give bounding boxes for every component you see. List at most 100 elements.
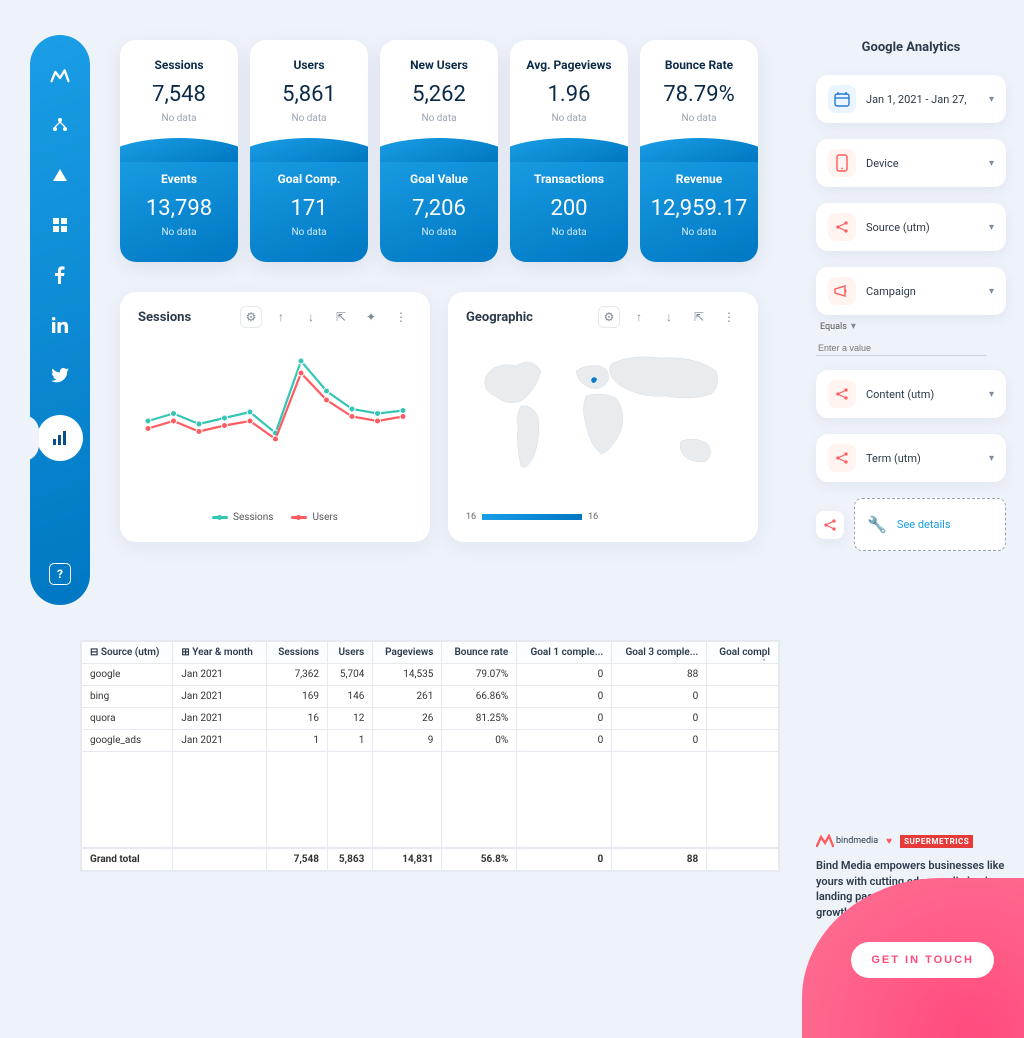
table-header[interactable]: Sessions xyxy=(266,642,327,664)
table-cell: 88 xyxy=(612,664,707,686)
arrow-down-icon[interactable]: ↓ xyxy=(658,306,680,328)
table-cell: Jan 2021 xyxy=(173,686,267,708)
table-cell xyxy=(707,664,779,686)
arrow-down-icon[interactable]: ↓ xyxy=(300,306,322,328)
gear-icon[interactable]: ⚙ xyxy=(240,306,262,328)
chevron-down-icon[interactable]: ▾ xyxy=(989,453,994,464)
chevron-down-icon[interactable]: ▾ xyxy=(989,158,994,169)
nav-hierarchy-icon[interactable] xyxy=(50,115,70,135)
table-cell: 261 xyxy=(373,686,442,708)
promo-logos: bindmedia ♥ SUPERMETRICS xyxy=(816,834,1006,848)
table-cell: 79.07% xyxy=(442,664,517,686)
metric-title: Avg. Pageviews xyxy=(516,58,622,72)
help-button[interactable]: ? xyxy=(49,563,71,585)
table-header[interactable]: ⊞ Year & month xyxy=(173,642,267,664)
table-cell: 7,362 xyxy=(266,664,327,686)
table-cell: 81.25% xyxy=(442,708,517,730)
arrow-up-icon[interactable]: ↑ xyxy=(270,306,292,328)
metric-bottom: Goal Value 7,206 No data xyxy=(380,148,498,262)
filter-card[interactable]: Source (utm) ▾ xyxy=(816,203,1006,251)
legend-item: Users xyxy=(291,512,338,523)
table-cell: 0 xyxy=(612,708,707,730)
table-cell: 66.86% xyxy=(442,686,517,708)
world-map xyxy=(466,336,741,506)
legend-swatch xyxy=(291,516,307,519)
metric-title: Goal Value xyxy=(386,172,492,186)
see-details-link[interactable]: See details xyxy=(897,518,951,531)
equals-input[interactable] xyxy=(816,341,986,356)
filter-card[interactable]: Jan 1, 2021 - Jan 27, ▾ xyxy=(816,75,1006,123)
nav-arch-icon[interactable] xyxy=(50,165,70,185)
chevron-down-icon[interactable]: ▾ xyxy=(989,286,994,297)
table-cell: 0 xyxy=(612,730,707,752)
table-header[interactable]: Goal 1 comple... xyxy=(517,642,612,664)
chevron-down-icon[interactable]: ▾ xyxy=(989,94,994,105)
metric-sub: No data xyxy=(516,113,622,124)
kebab-icon[interactable]: ⋮ xyxy=(718,306,740,328)
nav-grid-icon[interactable] xyxy=(50,215,70,235)
metric-value: 13,798 xyxy=(126,196,232,221)
table-header[interactable]: Bounce rate xyxy=(442,642,517,664)
table-header[interactable]: Users xyxy=(328,642,373,664)
sparkle-icon[interactable]: ✦ xyxy=(360,306,382,328)
metric-col: New Users 5,262 No data Goal Value 7,206… xyxy=(380,40,498,262)
table-cell: 9 xyxy=(373,730,442,752)
table-header[interactable]: Pageviews xyxy=(373,642,442,664)
table-cell: Grand total xyxy=(82,848,173,871)
filter-card[interactable]: Term (utm) ▾ xyxy=(816,434,1006,482)
scale-max: 16 xyxy=(588,512,598,522)
supermetrics-logo: SUPERMETRICS xyxy=(900,835,973,848)
table-cell: 146 xyxy=(328,686,373,708)
legend-item: Sessions xyxy=(212,512,273,523)
gear-icon[interactable]: ⚙ xyxy=(598,306,620,328)
chevron-down-icon[interactable]: ▾ xyxy=(989,222,994,233)
legend-label: Users xyxy=(312,512,338,523)
map-scale: 16 16 xyxy=(466,512,740,522)
chevron-down-icon[interactable]: ▾ xyxy=(851,321,856,332)
filter-card[interactable]: Device ▾ xyxy=(816,139,1006,187)
table-cell xyxy=(173,848,267,871)
sessions-tools: ⚙ ↑ ↓ ⇱ ✦ ⋮ xyxy=(240,306,412,328)
table-cell: 0 xyxy=(612,686,707,708)
see-details-box[interactable]: 🔧 See details xyxy=(854,498,1006,551)
sidebar: ? xyxy=(30,35,90,605)
nav-analytics-active[interactable] xyxy=(37,415,83,461)
table-kebab-icon[interactable]: ⋮ xyxy=(757,647,771,663)
table-cell: 0 xyxy=(517,708,612,730)
table-cell: Jan 2021 xyxy=(173,730,267,752)
table-cell: 14,831 xyxy=(373,848,442,871)
nav-linkedin-icon[interactable] xyxy=(50,315,70,335)
metric-sub: No data xyxy=(256,113,362,124)
nav-facebook-icon[interactable] xyxy=(50,265,70,285)
export-icon[interactable]: ⇱ xyxy=(330,306,352,328)
arrow-up-icon[interactable]: ↑ xyxy=(628,306,650,328)
export-icon[interactable]: ⇱ xyxy=(688,306,710,328)
heart-icon: ♥ xyxy=(886,836,892,847)
table-grand-total: Grand total7,5485,86314,83156.8%088 xyxy=(82,848,779,871)
nav-twitter-icon[interactable] xyxy=(50,365,70,385)
table-header[interactable]: ⊟ Source (utm) xyxy=(82,642,173,664)
metric-title: Goal Comp. xyxy=(256,172,362,186)
right-title: Google Analytics xyxy=(816,40,1006,55)
table-header[interactable]: Goal 3 comple... xyxy=(612,642,707,664)
metric-col: Sessions 7,548 No data Events 13,798 No … xyxy=(120,40,238,262)
filter-card[interactable]: Campaign ▾ xyxy=(816,267,1006,315)
get-in-touch-button[interactable]: GET IN TOUCH xyxy=(851,942,994,978)
filter-card[interactable]: Content (utm) ▾ xyxy=(816,370,1006,418)
logo-icon xyxy=(50,65,70,85)
metric-sub: No data xyxy=(126,113,232,124)
equals-row: Equals ▾ xyxy=(820,321,1006,332)
metric-value: 1.96 xyxy=(516,82,622,107)
table-cell: 56.8% xyxy=(442,848,517,871)
table-spacer xyxy=(82,752,779,848)
table-cell: 14,535 xyxy=(373,664,442,686)
table-cell: Jan 2021 xyxy=(173,708,267,730)
charts-row: Sessions ⚙ ↑ ↓ ⇱ ✦ ⋮ SessionsUsers Geogr… xyxy=(120,292,785,542)
chevron-down-icon[interactable]: ▾ xyxy=(989,389,994,400)
metric-col: Bounce Rate 78.79% No data Revenue 12,95… xyxy=(640,40,758,262)
metric-value: 12,959.17 xyxy=(646,196,752,221)
filter-label: Campaign xyxy=(866,285,979,298)
table-cell: 12 xyxy=(328,708,373,730)
kebab-icon[interactable]: ⋮ xyxy=(390,306,412,328)
calendar-icon xyxy=(828,85,856,113)
